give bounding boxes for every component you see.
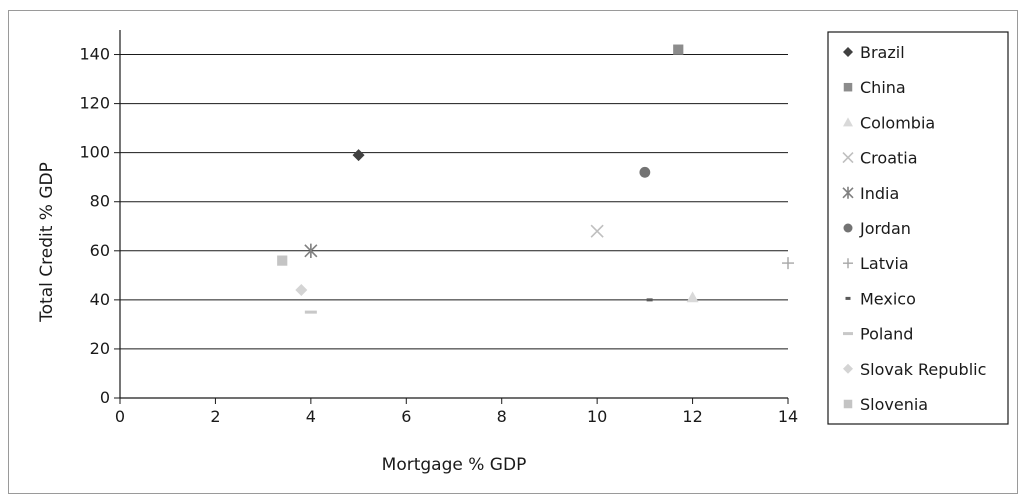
chart-frame bbox=[8, 10, 1018, 494]
data-point bbox=[352, 149, 365, 162]
legend-label: Slovenia bbox=[860, 395, 928, 414]
x-axis-title: Mortgage % GDP bbox=[382, 455, 527, 475]
axes bbox=[114, 30, 789, 404]
legend: Brazil China Colombia Croatia India Jordan Lat… bbox=[827, 31, 1009, 425]
data-point bbox=[590, 224, 604, 238]
data-point bbox=[304, 310, 317, 314]
legend-label: Jordan bbox=[859, 219, 911, 238]
data-point bbox=[639, 166, 651, 178]
legend-label: Mexico bbox=[860, 289, 916, 308]
x-tick-label: 10 bbox=[587, 407, 607, 426]
y-tick-label: 20 bbox=[90, 339, 110, 358]
data-point bbox=[686, 291, 699, 303]
legend-marker bbox=[843, 258, 853, 269]
legend-label: China bbox=[860, 78, 906, 97]
data-point bbox=[673, 44, 684, 55]
y-tick-label: 120 bbox=[79, 94, 110, 113]
y-tick-label: 40 bbox=[90, 290, 110, 309]
legend-label: Poland bbox=[860, 325, 913, 344]
legend-marker bbox=[843, 223, 853, 233]
x-tick-label: 2 bbox=[210, 407, 220, 426]
legend-label: India bbox=[860, 184, 899, 203]
legend-marker bbox=[843, 82, 853, 92]
legend-marker bbox=[843, 47, 853, 57]
y-tick-label: 100 bbox=[79, 143, 110, 162]
grid-lines bbox=[120, 54, 788, 350]
legend-marker bbox=[842, 186, 854, 199]
data-point bbox=[277, 255, 288, 266]
legend-label: Colombia bbox=[860, 113, 935, 132]
data-point bbox=[304, 243, 318, 258]
y-axis-title: Total Credit % GDP bbox=[37, 162, 57, 323]
y-tick-label: 80 bbox=[90, 192, 110, 211]
legend-marker bbox=[843, 363, 853, 374]
legend-label: Brazil bbox=[860, 43, 905, 62]
legend-marker bbox=[843, 332, 853, 336]
data-point bbox=[782, 257, 794, 270]
legend-marker bbox=[845, 296, 851, 300]
tick-labels: 0 20 40 60 80 100 120 140 0 2 4 6 8 10 12 14 bbox=[79, 45, 798, 426]
x-tick-label: 12 bbox=[682, 407, 702, 426]
x-tick-label: 6 bbox=[401, 407, 411, 426]
data-point bbox=[646, 298, 653, 302]
legend-box bbox=[827, 31, 1009, 425]
legend-label: Slovak Republic bbox=[860, 360, 986, 379]
data-points bbox=[277, 44, 794, 314]
y-tick-label: 60 bbox=[90, 241, 110, 260]
legend-marker bbox=[842, 152, 854, 164]
y-tick-label: 0 bbox=[100, 388, 110, 407]
x-tick-label: 0 bbox=[115, 407, 125, 426]
x-tick-label: 4 bbox=[306, 407, 316, 426]
legend-label: Latvia bbox=[860, 254, 909, 273]
legend-marker bbox=[843, 399, 853, 409]
legend-marker bbox=[843, 117, 853, 127]
data-point bbox=[295, 284, 308, 297]
y-tick-label: 140 bbox=[79, 45, 110, 64]
x-tick-label: 14 bbox=[778, 407, 798, 426]
legend-label: Croatia bbox=[860, 149, 918, 168]
x-tick-label: 8 bbox=[497, 407, 507, 426]
